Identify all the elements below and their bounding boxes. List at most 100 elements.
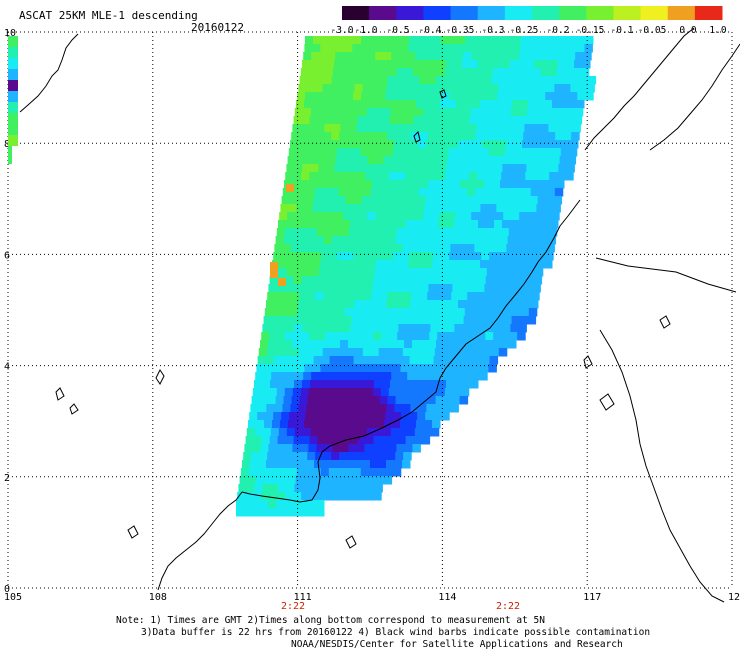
swath-cell <box>236 508 245 517</box>
swath-cell <box>473 252 482 261</box>
swath-cell <box>305 36 314 45</box>
swath-cell <box>270 428 280 437</box>
colorbar-swatch <box>342 6 370 20</box>
swath-cell <box>345 36 354 45</box>
swath-cell <box>320 308 330 317</box>
swath-cell <box>408 148 418 157</box>
swath-cell <box>566 164 575 173</box>
swath-cell <box>321 36 330 45</box>
swath-cell <box>493 332 502 341</box>
swath-cell <box>352 432 360 440</box>
swath-cell <box>357 116 367 125</box>
swath-cell <box>484 228 494 237</box>
swath-cell <box>326 380 335 389</box>
swath-cell <box>480 260 489 269</box>
swath-cell <box>481 92 490 101</box>
swath-cell <box>448 364 457 373</box>
swath-cell <box>321 92 330 101</box>
swath-cell <box>489 36 498 45</box>
swath-cell <box>292 388 302 397</box>
swath-cell <box>559 52 568 61</box>
swath-cell <box>312 260 321 269</box>
swath-cell <box>362 84 371 93</box>
swath-cell <box>396 180 405 189</box>
swath-cell <box>317 436 327 445</box>
swath-cell <box>454 324 463 333</box>
swath-cell <box>513 252 522 261</box>
swath-cell <box>402 84 411 93</box>
swath-cell <box>546 188 556 197</box>
mini-legend-strip <box>8 36 18 164</box>
swath-cell <box>507 292 516 301</box>
swath-cell <box>314 140 323 149</box>
swath-cell <box>328 260 337 269</box>
swath-cell <box>500 180 509 189</box>
swath-cell <box>313 252 322 261</box>
swath-cell <box>236 500 245 509</box>
swath-cell <box>308 284 317 293</box>
swath-cell <box>428 388 438 397</box>
swath-cell <box>529 252 538 261</box>
swath-cell <box>316 508 325 517</box>
swath-cell <box>359 476 369 485</box>
swath-cell <box>392 260 401 269</box>
swath-cell <box>313 412 322 421</box>
swath-cell <box>346 300 355 309</box>
x-tick-label: 105 <box>4 592 22 603</box>
swath-cell <box>324 68 334 77</box>
swath-cell <box>304 260 313 269</box>
swath-cell <box>358 164 367 173</box>
swath-cell <box>441 196 451 205</box>
swath-cell <box>255 372 264 381</box>
swath-cell <box>374 220 383 229</box>
swath-cell <box>404 124 413 133</box>
swath-cell <box>537 92 546 101</box>
swath-cell <box>501 276 511 285</box>
swath-cell <box>500 284 509 293</box>
swath-cell <box>294 428 304 437</box>
swath-cell <box>473 36 482 45</box>
swath-cell <box>336 44 345 53</box>
swath-cell <box>385 36 394 45</box>
swath-cell <box>370 300 379 309</box>
swath-cell <box>332 124 341 133</box>
swath-cell <box>484 340 493 349</box>
swath-cell <box>504 308 514 317</box>
swath-cell <box>320 44 329 53</box>
swath-cell <box>336 432 344 440</box>
swath-cell <box>237 492 246 501</box>
swath-cell <box>332 284 341 293</box>
swath-cell <box>518 164 527 173</box>
swath-cell <box>291 396 301 405</box>
swath-cell <box>257 356 267 365</box>
swath-cell <box>580 68 590 77</box>
swath-cell <box>406 324 415 333</box>
swath-cell <box>460 68 470 77</box>
swath-cell <box>349 492 358 501</box>
swath-cell <box>387 76 397 85</box>
swath-cell <box>438 108 448 117</box>
swath-cell <box>395 292 404 301</box>
swath-cell <box>528 204 537 213</box>
swath-cell <box>485 116 495 125</box>
colorbar: -3.0 -1.0 -0.5 -0.4 -0.35 -0.3 -0.25 -0.2 -0.15-… <box>331 6 727 36</box>
swath-cell <box>318 428 328 437</box>
swath-cell <box>375 316 385 325</box>
swath-cell <box>340 124 349 133</box>
swath-cell <box>316 500 325 509</box>
swath-cell <box>560 148 570 157</box>
swath-cell <box>388 180 397 189</box>
swath-cell <box>478 220 487 229</box>
swath-cell <box>553 196 563 205</box>
swath-cell <box>586 84 595 93</box>
swath-cell <box>315 236 325 245</box>
swath-cell <box>299 452 308 461</box>
swath-cell <box>478 60 487 69</box>
swath-cell <box>381 116 391 125</box>
swath-cell <box>362 460 371 469</box>
y-tick-label: 4 <box>4 362 10 373</box>
swath-cell <box>436 228 446 237</box>
swath-cell <box>520 100 529 109</box>
swath-cell <box>537 252 546 261</box>
swath-cell <box>536 100 545 109</box>
